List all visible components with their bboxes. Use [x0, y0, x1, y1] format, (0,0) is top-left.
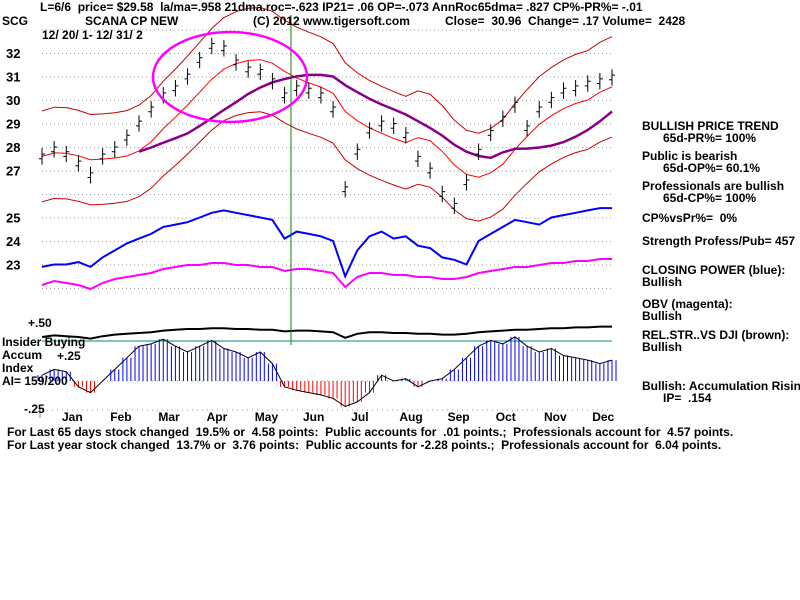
- side-l15: Bullish: Accumulation Rising: [642, 379, 800, 393]
- y-tick-label: 25: [6, 211, 20, 226]
- x-tick-label: Jul: [351, 410, 368, 424]
- copyright: (C) 2012 www.tigersoft.com: [253, 14, 410, 28]
- y-tick-label: 28: [6, 140, 20, 155]
- ticker: SCG: [2, 14, 29, 28]
- footer-year: For Last year stock changed 13.7% or 3.7…: [7, 438, 722, 452]
- side-l3: Public is bearish: [642, 149, 738, 163]
- y-tick-label: 30: [6, 93, 20, 108]
- stats-line: L=6/6 price= $29.58 la/ma=.958 21dma.roc…: [40, 0, 643, 14]
- footer-65d: For Last 65 days stock changed 19.5% or …: [7, 425, 734, 439]
- y-tick-label: 24: [6, 234, 21, 249]
- tick-p50: +.50: [28, 316, 52, 330]
- x-tick-label: Jun: [303, 410, 324, 424]
- side-l1: BULLISH PRICE TREND: [642, 119, 779, 133]
- side-l5: Professionals are bullish: [642, 179, 785, 193]
- index-label: Index: [2, 361, 34, 375]
- side-l16: IP= .154: [663, 391, 712, 405]
- side-l13: REL.STR..VS DJI (brown):: [642, 328, 790, 342]
- side-l2: 65d-PR%= 100%: [663, 131, 757, 145]
- obv-line: [41, 258, 612, 291]
- y-tick-label: 29: [6, 117, 20, 132]
- x-tick-label: Apr: [207, 410, 228, 424]
- y-tick-label: 31: [6, 70, 20, 85]
- company-name: SCANA CP NEW: [85, 14, 179, 28]
- tick-p25: +.25: [57, 349, 81, 363]
- upper-band: [41, 6, 613, 134]
- side-l11: OBV (magenta):: [642, 297, 733, 311]
- side-l6: 65d-CP%= 100%: [663, 191, 757, 205]
- x-tick-label: Nov: [544, 410, 567, 424]
- x-tick-label: Sep: [448, 410, 470, 424]
- side-l9: CLOSING POWER (blue):: [642, 263, 786, 277]
- accum-line: [41, 336, 613, 408]
- short-ma: [41, 59, 613, 178]
- x-tick-label: Dec: [592, 410, 614, 424]
- ai-label: AI= 159/200: [2, 374, 68, 388]
- side-l8: Strength Profess/Pub= 457: [642, 234, 796, 248]
- x-tick-label: Jan: [62, 410, 83, 424]
- x-tick-label: Mar: [158, 410, 180, 424]
- side-l4: 65d-OP%= 60.1%: [663, 161, 761, 175]
- y-tick-label: 23: [6, 258, 20, 273]
- x-tick-label: Aug: [399, 410, 422, 424]
- x-tick-label: May: [255, 410, 279, 424]
- insider-label: Insider Buying: [2, 335, 86, 349]
- tick-m25: -.25: [24, 402, 45, 416]
- side-l12: Bullish: [642, 309, 683, 323]
- lower-band: [41, 111, 613, 222]
- side-l14: Bullish: [642, 340, 683, 354]
- x-tick-label: Feb: [110, 410, 131, 424]
- side-l7: CP%vsPr%= 0%: [642, 211, 738, 225]
- closing-power-line: [41, 207, 612, 279]
- date-range: 12/ 20/ 1- 12/ 31/ 2: [42, 28, 143, 42]
- y-tick-label: 27: [6, 164, 20, 179]
- x-tick-label: Oct: [496, 410, 516, 424]
- y-tick-label: 32: [6, 46, 20, 61]
- long-ma: [138, 73, 613, 160]
- highlight-ellipse: [151, 30, 309, 124]
- accum-label: Accum: [2, 348, 43, 362]
- rel-strength-line: [41, 325, 612, 340]
- side-l10: Bullish: [642, 275, 683, 289]
- close-info: Close= 30.96 Change= .17 Volume= 2428: [445, 14, 686, 28]
